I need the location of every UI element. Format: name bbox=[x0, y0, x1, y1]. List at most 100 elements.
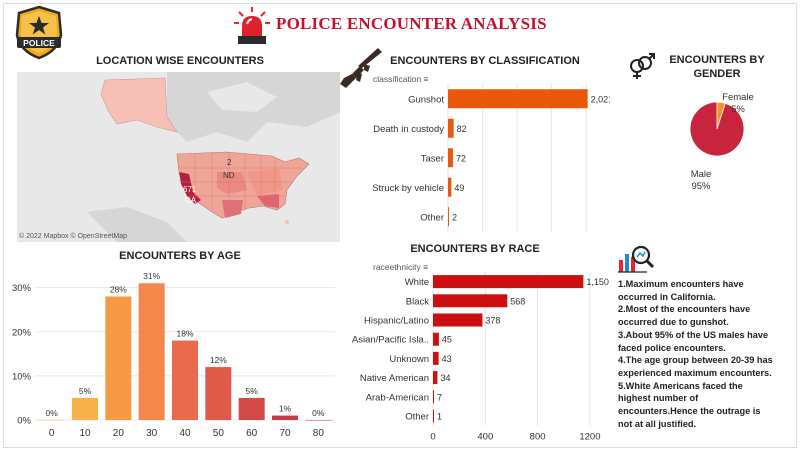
insights-text: 1.Maximum encounters have occurred in Cal… bbox=[618, 278, 798, 430]
race-chart[interactable]: raceethnicity ≡ 0 400 800 1200 White 1,150 Blac… bbox=[345, 258, 610, 444]
value-label: 28% bbox=[110, 284, 127, 294]
classification-title: ENCOUNTERS BY CLASSIFICATION bbox=[390, 55, 580, 67]
x-tick-label: 80 bbox=[313, 428, 325, 439]
map-label-ca-count: 671 bbox=[183, 185, 197, 194]
rifle-icon bbox=[340, 48, 382, 88]
gender-title-line2: GENDER bbox=[693, 68, 741, 80]
value-label: 49 bbox=[454, 183, 464, 193]
location-title: LOCATION WISE ENCOUNTERS bbox=[96, 55, 264, 67]
value-label: 0% bbox=[312, 408, 325, 418]
insight-line: 5.White Americans faced the bbox=[618, 380, 743, 391]
value-label: 34 bbox=[440, 373, 450, 383]
bar[interactable] bbox=[205, 367, 232, 420]
bar[interactable] bbox=[272, 415, 298, 420]
x-tick-label: 70 bbox=[279, 428, 291, 439]
map-marker-hawaii[interactable] bbox=[285, 220, 289, 224]
insight-line: 3.About 95% of the US males have bbox=[618, 329, 769, 340]
age-title: ENCOUNTERS BY AGE bbox=[119, 250, 241, 262]
gender-icon bbox=[630, 53, 655, 79]
page-title: POLICE ENCOUNTER ANALYSIS bbox=[276, 14, 547, 33]
x-tick-label: 1500 bbox=[541, 238, 562, 239]
bar[interactable] bbox=[448, 177, 452, 197]
bar[interactable] bbox=[448, 118, 454, 138]
race-title: ENCOUNTERS BY RACE bbox=[410, 243, 540, 255]
value-label: 2 bbox=[452, 212, 457, 222]
value-label: 72 bbox=[456, 153, 466, 163]
bar[interactable] bbox=[172, 340, 198, 420]
category-label: Gunshot bbox=[408, 94, 444, 105]
x-tick-label: 30 bbox=[146, 428, 158, 439]
map-region-southeast bbox=[257, 194, 279, 208]
x-tick-label: 40 bbox=[179, 428, 191, 439]
map-label-nd: ND bbox=[223, 171, 235, 180]
bar[interactable] bbox=[433, 390, 434, 404]
insight-line: faced police encounters. bbox=[618, 342, 726, 353]
x-tick-label: 2000 bbox=[576, 238, 597, 239]
value-label: 18% bbox=[176, 329, 193, 339]
bar[interactable] bbox=[105, 296, 132, 420]
category-label: Hispanic/Latino bbox=[364, 316, 429, 327]
pie-slice[interactable] bbox=[689, 101, 745, 157]
x-tick-label: 60 bbox=[246, 428, 258, 439]
category-label: White bbox=[405, 277, 429, 288]
category-label: Other bbox=[405, 412, 429, 423]
y-tick-label: 30% bbox=[12, 283, 32, 294]
value-label: 378 bbox=[485, 316, 500, 326]
bar[interactable] bbox=[433, 332, 439, 346]
bar[interactable] bbox=[238, 397, 265, 420]
bar[interactable] bbox=[448, 148, 453, 168]
map-state-alaska[interactable] bbox=[100, 77, 178, 133]
category-label: Struck by vehicle bbox=[372, 183, 444, 194]
classification-chart[interactable]: classification ≡ 0 500 1000 1500 2000 Gunshot 2… bbox=[345, 70, 610, 238]
pie-label: Male bbox=[691, 169, 712, 180]
y-tick-label: 10% bbox=[12, 371, 32, 382]
category-label: Asian/Pacific Isla.. bbox=[352, 335, 429, 346]
value-label: 0% bbox=[46, 408, 59, 418]
map-canvas bbox=[87, 72, 340, 242]
field-label: classification ≡ bbox=[373, 74, 429, 84]
bar[interactable] bbox=[433, 371, 438, 385]
bar[interactable] bbox=[138, 283, 165, 420]
map-state-borders bbox=[179, 152, 302, 218]
insight-magnifier-icon bbox=[618, 245, 655, 273]
x-tick-label: 800 bbox=[530, 432, 546, 443]
insight-line: highest number of bbox=[618, 393, 699, 404]
category-label: Arab-American bbox=[366, 392, 429, 403]
bar[interactable] bbox=[448, 89, 588, 109]
bar[interactable] bbox=[38, 420, 65, 421]
age-chart[interactable]: 0% 10% 20% 30% 0% 0 5% 10 28% 20 31% 30 18% 40 12% 50 5%… bbox=[5, 262, 340, 444]
insight-line: 2.Most of the encounters have bbox=[618, 304, 751, 315]
bar[interactable] bbox=[433, 313, 483, 327]
insight-line: 1.Maximum encounters have bbox=[618, 279, 744, 289]
dashboard-frame bbox=[3, 3, 797, 448]
map-region-texas bbox=[222, 200, 243, 218]
value-label: 7 bbox=[437, 392, 442, 402]
x-tick-label: 50 bbox=[213, 428, 225, 439]
bar[interactable] bbox=[433, 351, 439, 365]
value-label: 5% bbox=[79, 386, 92, 396]
x-tick-label: 1200 bbox=[579, 432, 600, 443]
x-tick-label: 0 bbox=[49, 428, 55, 439]
value-label: 45 bbox=[442, 335, 452, 345]
field-label: raceethnicity ≡ bbox=[373, 262, 428, 272]
value-label: 31% bbox=[143, 271, 160, 281]
bar[interactable] bbox=[305, 420, 332, 421]
bar[interactable] bbox=[72, 397, 98, 420]
bar[interactable] bbox=[433, 294, 508, 308]
y-tick-label: 0% bbox=[17, 416, 31, 427]
encounter-map[interactable]: 2 ND 671 CA © 2022 Mapbox © OpenStreetMa… bbox=[17, 72, 340, 242]
bar[interactable] bbox=[433, 409, 434, 423]
value-label: 82 bbox=[457, 124, 467, 134]
map-label-count: 2 bbox=[227, 158, 232, 167]
siren-icon bbox=[234, 7, 270, 44]
x-tick-label: 0 bbox=[430, 432, 435, 443]
insight-line: occurred in California. bbox=[618, 291, 716, 302]
map-label-ca: CA bbox=[185, 196, 197, 205]
category-label: Taser bbox=[421, 153, 444, 164]
bar[interactable] bbox=[448, 207, 449, 227]
x-tick-label: 20 bbox=[113, 428, 125, 439]
insight-line: encounters.Hence the outrage is bbox=[618, 406, 761, 417]
bar[interactable] bbox=[433, 275, 584, 289]
gender-title-line1: ENCOUNTERS BY bbox=[669, 54, 765, 66]
